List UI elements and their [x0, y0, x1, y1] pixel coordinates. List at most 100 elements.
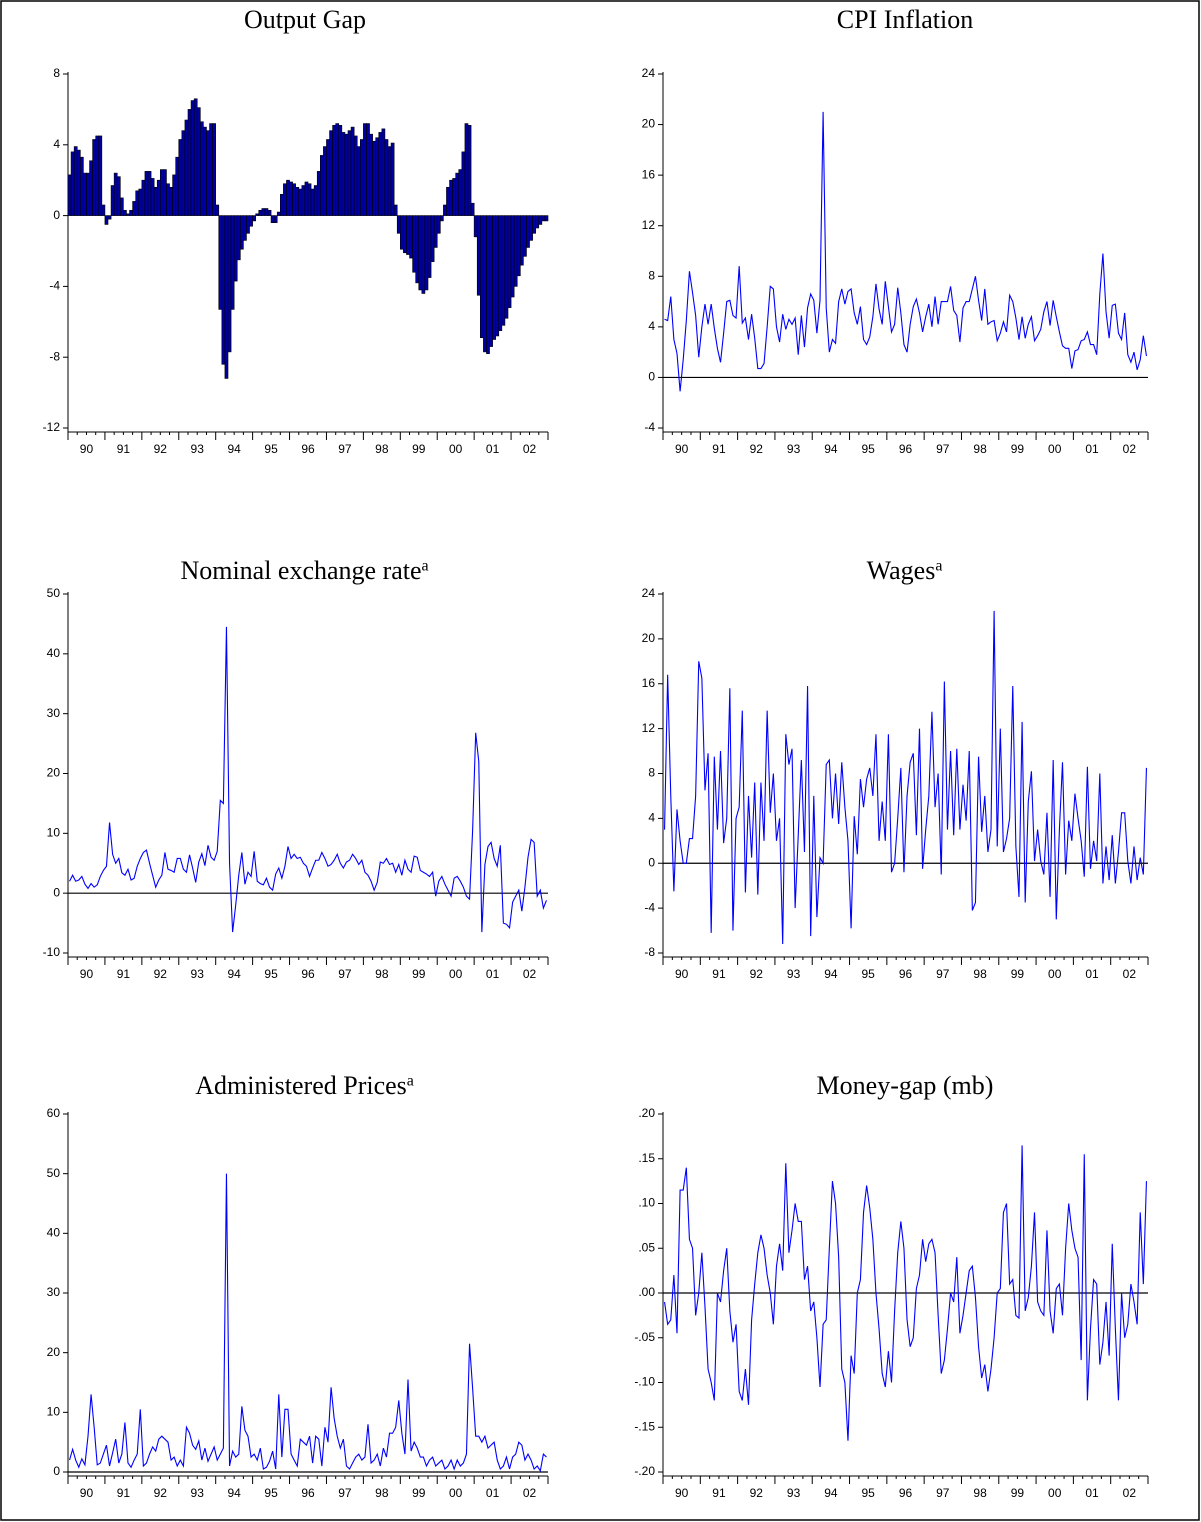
bar: [163, 169, 167, 216]
x-tick-label: 94: [227, 442, 241, 456]
bar: [156, 179, 161, 216]
bar: [313, 185, 318, 216]
x-tick-label: 97: [338, 967, 352, 981]
bar: [341, 132, 346, 216]
x-tick-label: 90: [675, 967, 689, 981]
x-tick-label: 91: [712, 967, 726, 981]
x-tick-label: 95: [862, 442, 876, 456]
bar: [458, 169, 463, 216]
bar: [196, 107, 201, 216]
y-tick-label: 30: [47, 706, 61, 720]
x-tick-label: 96: [301, 442, 315, 456]
y-tick-label: 12: [642, 721, 656, 735]
bar: [353, 135, 358, 216]
bar: [221, 215, 226, 365]
bar: [436, 215, 441, 234]
y-tick-label: 24: [642, 66, 656, 80]
x-tick-label: 01: [1085, 967, 1099, 981]
x-tick-label: 92: [750, 1486, 764, 1500]
bar: [215, 204, 220, 216]
x-tick-label: 98: [375, 442, 389, 456]
y-tick-label: -10: [43, 945, 61, 959]
chart-title: Money-gap (mb): [817, 1071, 994, 1100]
bar: [89, 160, 93, 216]
bar: [73, 146, 78, 216]
bar: [403, 215, 407, 254]
bar: [67, 174, 72, 216]
bar: [267, 209, 272, 216]
bar: [98, 135, 103, 216]
bar: [507, 215, 512, 308]
y-tick-label: 8: [648, 268, 655, 282]
bar: [483, 215, 487, 353]
y-tick-label: 40: [47, 646, 61, 660]
bar: [129, 209, 133, 216]
bar: [123, 209, 127, 216]
bar: [480, 215, 484, 339]
bar: [326, 139, 330, 216]
bar: [230, 215, 235, 310]
bar: [200, 121, 204, 216]
x-tick-label: 90: [675, 1486, 689, 1500]
bar: [276, 211, 281, 216]
y-tick-label: 10: [47, 1405, 61, 1419]
bar: [498, 215, 503, 331]
x-tick-label: 92: [750, 967, 764, 981]
bar: [356, 146, 361, 216]
bar: [184, 119, 189, 216]
bar: [76, 149, 81, 216]
bar: [433, 215, 438, 248]
bar: [455, 172, 460, 216]
title-superscript: a: [422, 558, 429, 575]
x-tick-label: 92: [750, 442, 764, 456]
bar: [360, 139, 364, 216]
bar: [430, 215, 435, 262]
y-tick-label: 60: [47, 1106, 61, 1120]
bar: [240, 215, 244, 250]
x-tick-label: 94: [227, 967, 241, 981]
title-superscript: a: [935, 558, 942, 575]
bar: [390, 142, 395, 216]
bar: [252, 215, 256, 222]
bar: [307, 183, 312, 216]
y-tick-label: 40: [47, 1226, 61, 1240]
y-tick-label: .00: [638, 1285, 655, 1299]
x-tick-label: 94: [824, 967, 838, 981]
x-tick-label: 00: [449, 967, 463, 981]
series-line: [69, 1173, 547, 1473]
chart-title: CPI Inflation: [837, 5, 974, 34]
bar: [261, 208, 266, 216]
x-tick-label: 02: [523, 442, 537, 456]
x-tick-label: 94: [824, 1486, 838, 1500]
x-tick-label: 90: [80, 442, 94, 456]
x-tick-label: 95: [862, 1486, 876, 1500]
y-tick-label: 16: [642, 676, 656, 690]
bar: [295, 186, 300, 216]
x-tick-label: 91: [712, 1486, 726, 1500]
bar: [166, 183, 170, 216]
bar: [292, 183, 296, 216]
x-tick-label: 01: [1085, 442, 1099, 456]
x-tick-label: 99: [412, 1486, 426, 1500]
bar: [203, 126, 207, 216]
bar: [286, 179, 290, 216]
y-tick-label: 4: [648, 319, 655, 333]
bar: [132, 201, 136, 216]
x-tick-label: 01: [486, 967, 500, 981]
bar: [258, 209, 263, 216]
x-tick-label: 92: [154, 442, 168, 456]
x-tick-label: 95: [264, 967, 278, 981]
bar: [329, 130, 333, 216]
bar: [110, 185, 115, 216]
bar: [409, 215, 413, 259]
bar: [80, 156, 84, 216]
bar: [381, 128, 386, 216]
bar: [169, 186, 173, 216]
bar: [135, 190, 140, 216]
y-tick-label: -.10: [634, 1375, 655, 1389]
bar: [418, 215, 423, 291]
bar: [233, 215, 238, 282]
bar: [464, 123, 469, 216]
bar: [393, 204, 398, 216]
bar: [335, 123, 340, 216]
